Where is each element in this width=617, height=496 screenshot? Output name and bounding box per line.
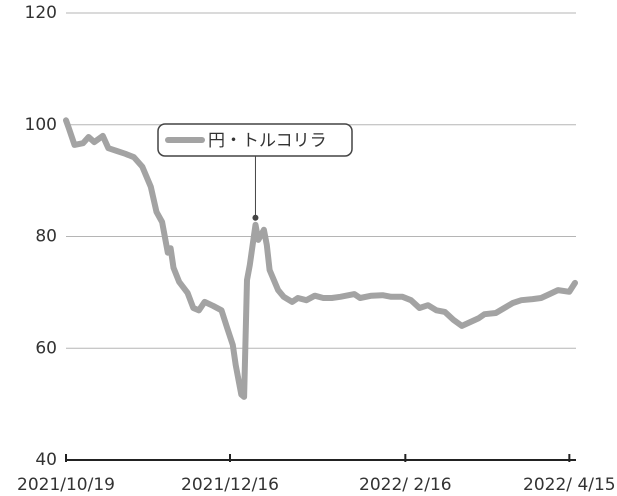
y-tick-label: 60 bbox=[35, 338, 57, 358]
x-tick-label: 2022/ 4/15 bbox=[523, 475, 616, 495]
series-line bbox=[63, 117, 578, 400]
y-tick-label: 40 bbox=[35, 450, 57, 470]
x-tick-label: 2021/12/16 bbox=[181, 475, 279, 495]
x-tick-label: 2021/10/19 bbox=[17, 475, 115, 495]
y-tick-label: 120 bbox=[25, 3, 57, 23]
legend-box bbox=[157, 123, 353, 157]
legend-label: 円・トルコリラ bbox=[208, 131, 327, 151]
x-tick-label: 2022/ 2/16 bbox=[359, 475, 452, 495]
y-tick-label: 100 bbox=[25, 115, 57, 135]
callout-dot bbox=[252, 214, 259, 221]
y-tick-label: 80 bbox=[35, 227, 57, 247]
